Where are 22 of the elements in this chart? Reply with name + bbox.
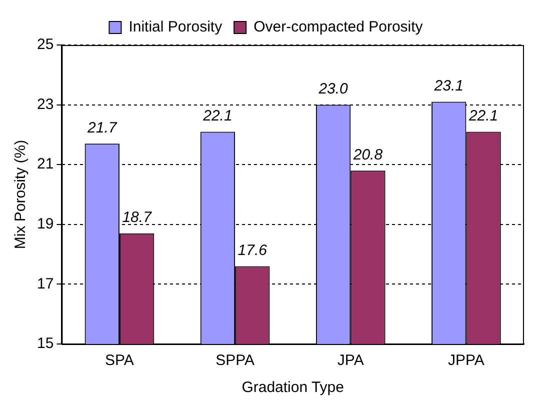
data-label: 18.7 [122,209,152,226]
y-axis-title: Mix Porosity (%) [12,140,30,250]
data-label: 20.8 [352,146,384,164]
x-axis-title: Gradation Type [242,379,344,396]
legend-label: Over-compacted Porosity [254,18,424,36]
legend-label: Initial Porosity [128,18,223,36]
x-tick-label: JPPA [448,352,484,370]
x-tick-label: JPA [337,352,364,370]
data-label: 23.1 [433,77,464,94]
y-tick-label: 15 [36,335,54,352]
data-label: 22.1 [202,107,232,124]
data-label: 17.6 [238,242,268,259]
y-tick-label: 21 [36,156,54,173]
y-tick-label: 23 [36,96,54,113]
y-tick-label: 19 [36,216,54,233]
y-tick-label: 25 [36,36,54,54]
data-label: 21.7 [86,119,118,136]
data-label: 22.1 [468,107,498,124]
x-tick-label: SPA [105,352,134,370]
data-label: 23.0 [318,80,349,98]
x-tick-label: SPPA [216,352,255,370]
y-tick-label: 17 [36,275,54,292]
